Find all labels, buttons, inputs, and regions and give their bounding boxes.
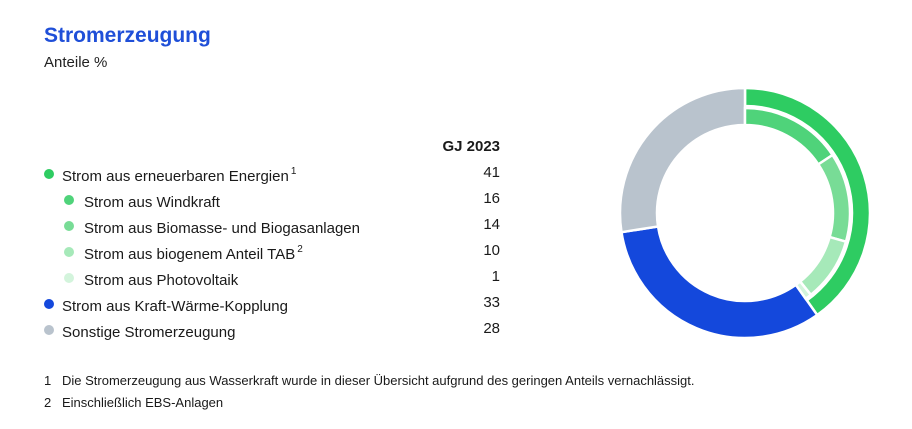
- legend-value: 16: [483, 190, 500, 207]
- legend-row: Strom aus Photovoltaik 1: [44, 264, 500, 290]
- legend-row: Strom aus Windkraft 16: [44, 186, 500, 212]
- footnotes: 1 Die Stromerzeugung aus Wasserkraft wurd…: [44, 370, 695, 414]
- donut-slice: [620, 225, 819, 340]
- column-header: GJ 2023: [442, 138, 500, 155]
- outer-ring: [618, 86, 872, 340]
- legend-label: Strom aus Windkraft: [84, 194, 220, 211]
- legend-value: 1: [491, 268, 500, 285]
- legend-row: Strom aus Biomasse- und Biogasanlagen 14: [44, 212, 500, 238]
- donut-sub-slice: [794, 279, 813, 301]
- legend-row: Strom aus Kraft-Wärme-Kopplung 33: [44, 290, 500, 316]
- legend-label: Strom aus Biomasse- und Biogasanlagen: [84, 220, 360, 237]
- legend-value: 10: [483, 242, 500, 259]
- footnote: 2 Einschließlich EBS-Anlagen: [44, 392, 695, 414]
- legend-row: Strom aus erneuerbaren Energien 1 41: [44, 160, 500, 186]
- footnote-number: 1: [44, 373, 52, 388]
- legend-value: 14: [483, 216, 500, 233]
- donut-slice: [618, 86, 747, 234]
- legend-label: Strom aus Photovoltaik: [84, 272, 239, 289]
- footnote-text: Die Stromerzeugung aus Wasserkraft wurde…: [62, 373, 695, 388]
- legend-value: 41: [483, 164, 500, 181]
- inner-ring: [743, 106, 852, 301]
- legend-dot: [44, 299, 54, 309]
- legend-value: 28: [483, 320, 500, 337]
- footnote-text: Einschließlich EBS-Anlagen: [62, 395, 224, 410]
- legend-table: Strom aus erneuerbaren Energien 1 41 Stro…: [44, 160, 500, 342]
- chart-title: Stromerzeugung: [44, 24, 211, 47]
- legend-label: Strom aus biogenem Anteil TAB 2: [84, 244, 303, 263]
- legend-dot: [44, 325, 54, 335]
- legend-row: Sonstige Stromerzeugung 28: [44, 316, 500, 342]
- legend-dot: [64, 195, 74, 205]
- legend-dot: [44, 169, 54, 179]
- footnote-number: 2: [44, 395, 52, 410]
- chart-subtitle: Anteile %: [44, 54, 108, 71]
- legend-dot: [64, 221, 74, 231]
- legend-dot: [64, 247, 74, 257]
- donut-chart: [618, 86, 872, 340]
- legend-label: Sonstige Stromerzeugung: [62, 324, 236, 341]
- legend-value: 33: [483, 294, 500, 311]
- legend-row: Strom aus biogenem Anteil TAB 2 10: [44, 238, 500, 264]
- legend-dot: [64, 273, 74, 283]
- footnote: 1 Die Stromerzeugung aus Wasserkraft wurd…: [44, 370, 695, 392]
- legend-label: Strom aus erneuerbaren Energien 1: [62, 166, 297, 185]
- legend-label: Strom aus Kraft-Wärme-Kopplung: [62, 298, 288, 315]
